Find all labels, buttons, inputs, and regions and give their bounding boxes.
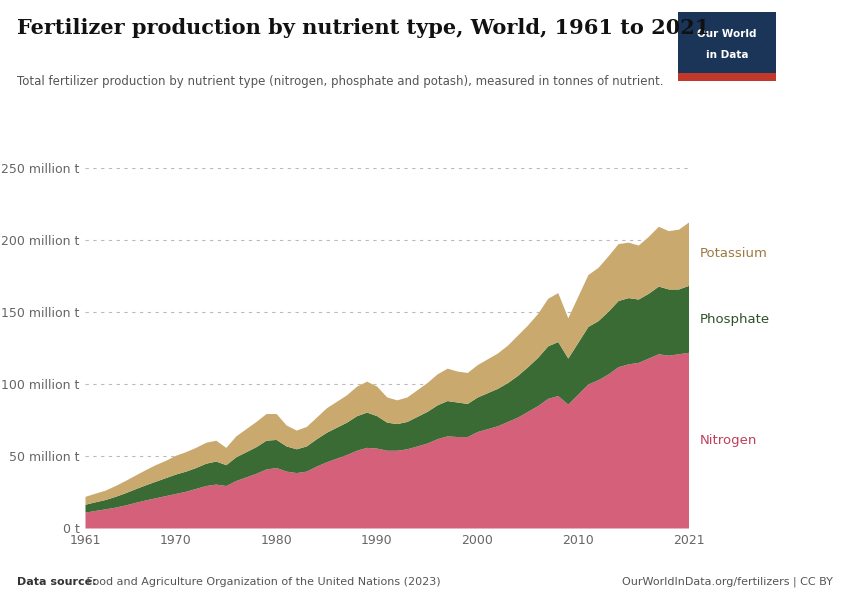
Text: Data source:: Data source:: [17, 577, 97, 587]
Text: Our World: Our World: [697, 29, 756, 39]
Text: OurWorldInData.org/fertilizers | CC BY: OurWorldInData.org/fertilizers | CC BY: [622, 576, 833, 587]
Text: Potassium: Potassium: [700, 247, 768, 260]
Text: Total fertilizer production by nutrient type (nitrogen, phosphate and potash), m: Total fertilizer production by nutrient …: [17, 75, 664, 88]
Bar: [678, 73, 776, 81]
Text: in Data: in Data: [706, 50, 748, 60]
Text: Fertilizer production by nutrient type, World, 1961 to 2021: Fertilizer production by nutrient type, …: [17, 18, 710, 38]
Text: Food and Agriculture Organization of the United Nations (2023): Food and Agriculture Organization of the…: [83, 577, 441, 587]
Text: Nitrogen: Nitrogen: [700, 434, 757, 446]
Text: Phosphate: Phosphate: [700, 313, 770, 326]
